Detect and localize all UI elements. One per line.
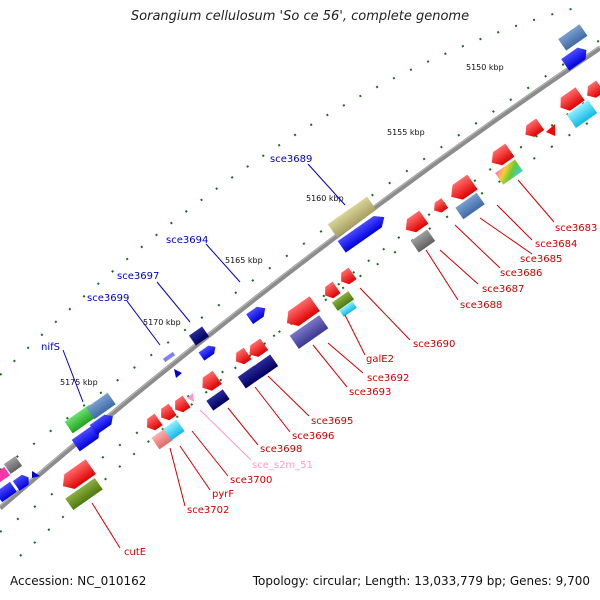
gene-slate-top[interactable] xyxy=(558,24,588,51)
gene-sce3696-navy[interactable] xyxy=(253,354,279,378)
label-sce3690[interactable]: sce3690 xyxy=(413,339,455,350)
gene-sce3686-slate[interactable] xyxy=(455,192,485,220)
gene-sce3687-red[interactable] xyxy=(431,198,449,215)
gene-sce3702-cyan[interactable] xyxy=(163,419,185,441)
gene-sce3698-navy[interactable] xyxy=(206,389,230,411)
gene-small-arrow[interactable] xyxy=(174,369,182,378)
gene-galE2-cyan[interactable] xyxy=(339,301,357,317)
label-sce3687[interactable]: sce3687 xyxy=(482,284,524,295)
label-nifS[interactable]: nifS xyxy=(41,342,60,353)
tick-label-5160: 5160 kbp xyxy=(306,194,344,203)
gene-galE2-olive[interactable] xyxy=(331,291,355,311)
gene-sce3689-khaki[interactable] xyxy=(327,196,377,238)
gene-sce3694[interactable] xyxy=(246,303,268,325)
label-sce3698[interactable]: sce3698 xyxy=(260,444,302,455)
gene-cutE-red[interactable] xyxy=(58,459,96,493)
outer-dotted-arc xyxy=(0,7,576,376)
reverse-genes[interactable] xyxy=(58,80,600,511)
gene-sce3685-rainbow[interactable] xyxy=(495,159,523,185)
label-sce3683[interactable]: sce3683 xyxy=(555,223,597,234)
label-pyrF[interactable]: pyrF xyxy=(212,489,234,500)
gene-sce3683-cyan[interactable] xyxy=(566,99,598,129)
gene-sce3697-blue[interactable] xyxy=(198,343,219,361)
tick-label-5175: 5175 kbp xyxy=(60,378,98,387)
gene-sce3684-arrow[interactable] xyxy=(546,124,555,136)
gene-sce3693-purple[interactable] xyxy=(289,315,329,349)
gene-sce3699[interactable] xyxy=(162,351,176,363)
map-title: Sorangium cellulosum 'So ce 56', complet… xyxy=(130,9,470,24)
gene-nifS-blue[interactable] xyxy=(71,423,104,452)
gene-blue-top[interactable] xyxy=(561,44,590,71)
gene-left-magenta[interactable] xyxy=(0,467,10,483)
gene-left-gray[interactable] xyxy=(3,456,23,474)
blue-leader-lines xyxy=(62,163,346,403)
gene-nifS-green[interactable] xyxy=(64,404,98,434)
label-sce3697[interactable]: sce3697 xyxy=(117,271,159,282)
label-sce3702[interactable]: sce3702 xyxy=(187,505,229,516)
gene-sce3697-navy[interactable] xyxy=(189,326,209,346)
gene-sce3689-blue[interactable] xyxy=(337,211,389,253)
gene-sce3695-red-2[interactable] xyxy=(232,347,252,367)
accession-text: Accession: NC_010162 xyxy=(10,574,147,588)
label-sce3700[interactable]: sce3700 xyxy=(230,475,272,486)
gene-sce3683-red-2[interactable] xyxy=(583,80,600,102)
gene-sce-s2m-51[interactable] xyxy=(187,393,194,402)
gene-sce3692-red[interactable] xyxy=(282,296,320,330)
tick-label-5155: 5155 kbp xyxy=(387,128,425,137)
label-sce3685[interactable]: sce3685 xyxy=(520,254,562,265)
label-sce3695[interactable]: sce3695 xyxy=(311,416,353,427)
pink-leader-line xyxy=(199,409,252,461)
gene-left-arrow[interactable] xyxy=(32,471,40,478)
label-sce3699[interactable]: sce3699 xyxy=(87,293,129,304)
tick-label-5165: 5165 kbp xyxy=(225,256,263,265)
label-sce3696[interactable]: sce3696 xyxy=(292,431,334,442)
gene-sce3688-red[interactable] xyxy=(401,210,429,237)
gene-nifS-slate[interactable] xyxy=(86,392,116,420)
gene-sce3686-red[interactable] xyxy=(446,174,478,205)
gene-sce3695-red[interactable] xyxy=(245,338,269,361)
label-sce3688[interactable]: sce3688 xyxy=(460,300,502,311)
label-sce3684[interactable]: sce3684 xyxy=(535,239,577,250)
forward-genes[interactable] xyxy=(0,24,590,503)
gene-pyrF-red[interactable] xyxy=(157,403,177,423)
tick-label-5170: 5170 kbp xyxy=(143,318,181,327)
gene-left-blue[interactable] xyxy=(0,481,17,503)
gene-cutE-olive[interactable] xyxy=(65,477,103,511)
tick-label-5150: 5150 kbp xyxy=(466,63,504,72)
gene-sce3690-red[interactable] xyxy=(337,267,357,287)
gene-sce3683-red[interactable] xyxy=(556,87,585,114)
genome-summary-text: Topology: circular; Length: 13,033,779 b… xyxy=(252,574,590,588)
label-galE2[interactable]: galE2 xyxy=(366,354,394,365)
gene-sce3684-red[interactable] xyxy=(521,118,545,141)
label-sce3694[interactable]: sce3694 xyxy=(166,235,208,246)
gene-sce3688-gray[interactable] xyxy=(410,229,436,253)
gene-sce3698-red[interactable] xyxy=(198,370,222,394)
gene-galE2-red[interactable] xyxy=(321,281,341,301)
label-cutE[interactable]: cutE xyxy=(124,547,146,558)
gene-sce3702-red[interactable] xyxy=(143,413,163,433)
label-sce3686[interactable]: sce3686 xyxy=(500,268,542,279)
gene-left-blue-2[interactable] xyxy=(12,472,32,491)
gene-sce3685-red[interactable] xyxy=(487,143,515,170)
red-leader-lines xyxy=(91,179,555,549)
label-sce3693[interactable]: sce3693 xyxy=(349,387,391,398)
label-sce-s2m-51[interactable]: sce_s2m_51 xyxy=(252,460,313,471)
gene-nifS-blue-2[interactable] xyxy=(89,411,117,435)
gene-sce3700-red[interactable] xyxy=(171,395,191,415)
gene-sce3696-navy-2[interactable] xyxy=(237,365,263,389)
label-sce3692[interactable]: sce3692 xyxy=(367,373,409,384)
label-sce3689[interactable]: sce3689 xyxy=(270,154,312,165)
